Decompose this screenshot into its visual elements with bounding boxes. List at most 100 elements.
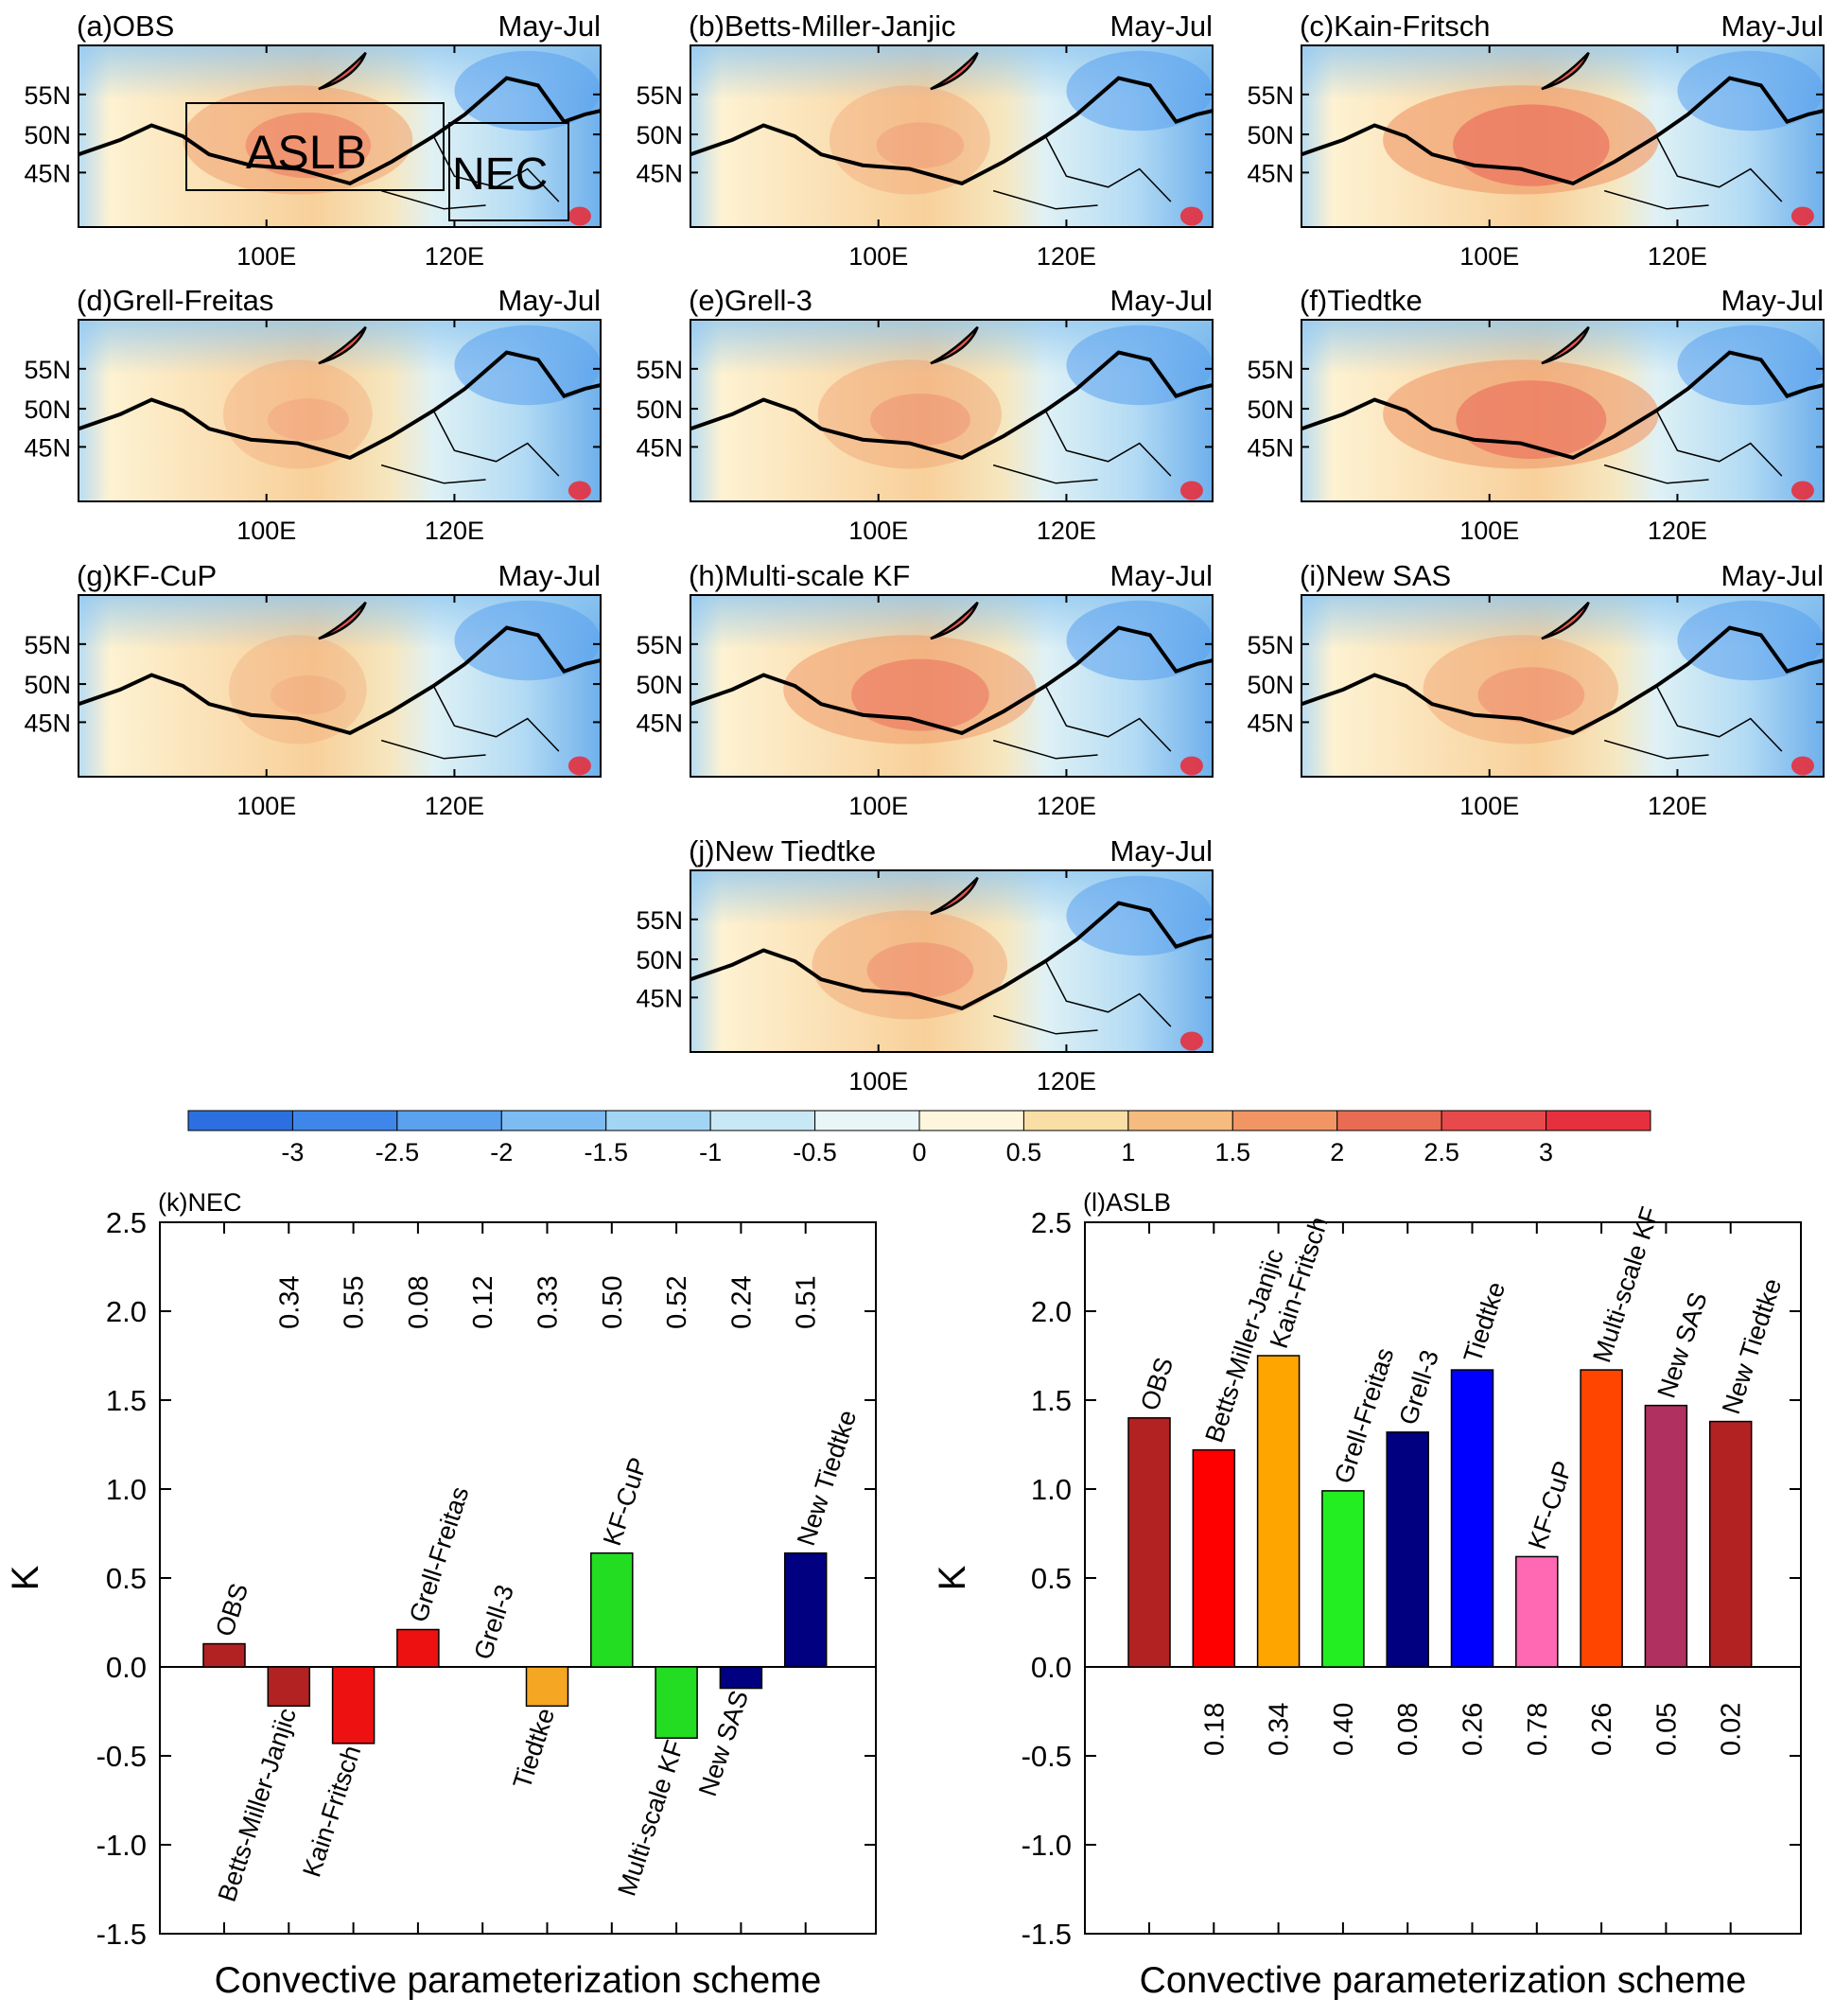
lon-label: 100E: [236, 242, 296, 271]
bar-annotation: 0.02: [1717, 1703, 1747, 1756]
map-frame: [690, 594, 1214, 778]
lat-label: 55N: [24, 356, 71, 384]
bar-category-label: Tiedtke: [508, 1705, 561, 1793]
lake-baikal: [318, 325, 367, 365]
colorbar-segment: [918, 1110, 1024, 1131]
colorbar-segment: [1231, 1110, 1338, 1131]
bar: [1321, 1490, 1365, 1668]
map-frame: [1301, 319, 1825, 502]
country-border: [690, 901, 1213, 1011]
panel-title: (e)Grell-3: [689, 284, 812, 317]
lat-label: 50N: [1247, 121, 1294, 149]
colorbar-tick-label: -1: [699, 1138, 722, 1166]
lon-label: 120E: [425, 792, 484, 820]
season-label: May-Jul: [1720, 559, 1824, 592]
cold-anomaly: [1066, 50, 1213, 131]
country-border: [79, 625, 601, 736]
bar: [396, 1628, 440, 1668]
bar-annotation: 0.08: [1393, 1703, 1424, 1756]
panel-title: (j)New Tiedtke: [689, 834, 876, 868]
province-borders: [992, 410, 1172, 484]
bar-annotation: 0.55: [340, 1275, 370, 1328]
lon-label: 100E: [848, 792, 908, 820]
colorbar-segment: [1127, 1110, 1233, 1131]
aslb-box: [185, 102, 445, 191]
bar: [1450, 1369, 1494, 1668]
lon-label: 120E: [1037, 517, 1096, 545]
colorbar-segment: [1022, 1110, 1129, 1131]
cold-anomaly: [1066, 324, 1213, 406]
bar-category-label: New SAS: [693, 1687, 754, 1799]
bar: [1256, 1355, 1301, 1668]
y-tick-label: 0.0: [106, 1651, 147, 1684]
season-label: May-Jul: [1109, 559, 1213, 592]
warm-core: [851, 658, 989, 731]
bar: [525, 1666, 569, 1708]
lat-label: 45N: [1247, 159, 1294, 187]
bar-category-label: Multi-scale KF: [1587, 1203, 1664, 1366]
nec-label: NEC: [452, 149, 548, 200]
bar-category-label: KF-CuP: [598, 1454, 653, 1550]
lon-label: 100E: [236, 517, 296, 545]
colorbar-segment: [396, 1110, 502, 1131]
cold-anomaly: [1066, 600, 1213, 681]
map-panel: (a)OBS May-Jul 55N 50N 45N 100E 120E ASLB NEC: [24, 9, 602, 271]
colorbar-tick-label: 0.5: [1006, 1138, 1042, 1166]
bar-category-label: OBS: [210, 1580, 253, 1640]
panel-title: (b)Betts-Miller-Janjic: [689, 9, 955, 43]
lat-label: 55N: [1247, 81, 1294, 110]
province-borders: [380, 135, 560, 210]
colorbar-segment: [291, 1110, 398, 1131]
map-panel: (b)Betts-Miller-Janjic May-Jul 55N 50N 45N 10…: [636, 9, 1214, 271]
x-axis-label: Convective parameterization scheme: [1140, 1960, 1747, 2001]
bar: [1644, 1404, 1688, 1668]
panel-title: (g)KF-CuP: [77, 559, 217, 592]
map-panel: (h)Multi-scale KF May-Jul 55N 50N 45N 100E 120…: [636, 559, 1214, 820]
warm-anomaly: [783, 635, 1037, 745]
bar-category-label: Grell-3: [1393, 1346, 1444, 1428]
colorbar-tick-label: -0.5: [793, 1138, 837, 1166]
panel-title: (i)New SAS: [1300, 559, 1451, 592]
lon-label: 100E: [848, 1067, 908, 1096]
colorbar-segment: [1336, 1110, 1442, 1131]
lat-label: 45N: [24, 709, 71, 737]
warm-core: [876, 122, 965, 168]
province-borders: [1603, 410, 1783, 484]
colorbar-segment: [500, 1110, 607, 1131]
y-tick-label: 2.0: [1031, 1295, 1072, 1328]
bar-category-label: Tiedtke: [1458, 1278, 1511, 1366]
province-borders: [1603, 135, 1783, 210]
bar-annotation: 0.12: [468, 1275, 498, 1328]
cold-anomaly: [1677, 600, 1824, 681]
lat-label: 50N: [636, 395, 683, 424]
panel-title: (a)OBS: [77, 9, 174, 43]
lake-baikal: [1541, 325, 1590, 365]
cold-anomaly: [454, 50, 601, 131]
bar-annotation: 0.18: [1199, 1703, 1230, 1756]
lon-label: 100E: [1459, 792, 1519, 820]
colorbar-tick-label: 3: [1539, 1138, 1553, 1166]
y-tick-label: -0.5: [96, 1740, 147, 1773]
season-label: May-Jul: [498, 284, 601, 317]
map-frame: [1301, 594, 1825, 778]
panel-title: (f)Tiedtke: [1300, 284, 1423, 317]
lat-label: 50N: [24, 121, 71, 149]
country-border: [690, 76, 1213, 186]
y-tick-label: 1.0: [106, 1473, 147, 1506]
cold-anomaly: [1677, 324, 1824, 406]
lat-label: 45N: [1247, 709, 1294, 737]
y-tick-label: 2.0: [106, 1295, 147, 1328]
bar: [1386, 1431, 1429, 1668]
bar-charts: (k)NEC 2.5 2.0 1.5 1.0 0.5 0.0 -0.5 -1.0 -1.5 K Con…: [5, 1188, 1802, 2001]
panel-title: (h)Multi-scale KF: [689, 559, 910, 592]
lon-label: 120E: [425, 242, 484, 271]
bar: [331, 1666, 376, 1744]
season-label: May-Jul: [498, 559, 601, 592]
lon-label: 120E: [1648, 792, 1707, 820]
map-panel: (e)Grell-3 May-Jul 55N 50N 45N 100E 120E: [636, 284, 1214, 545]
plot-frame: [159, 1221, 877, 1935]
bar-annotation: 0.34: [1265, 1703, 1295, 1756]
y-tick-label: -0.5: [1022, 1740, 1072, 1773]
lake-baikal: [930, 876, 979, 916]
